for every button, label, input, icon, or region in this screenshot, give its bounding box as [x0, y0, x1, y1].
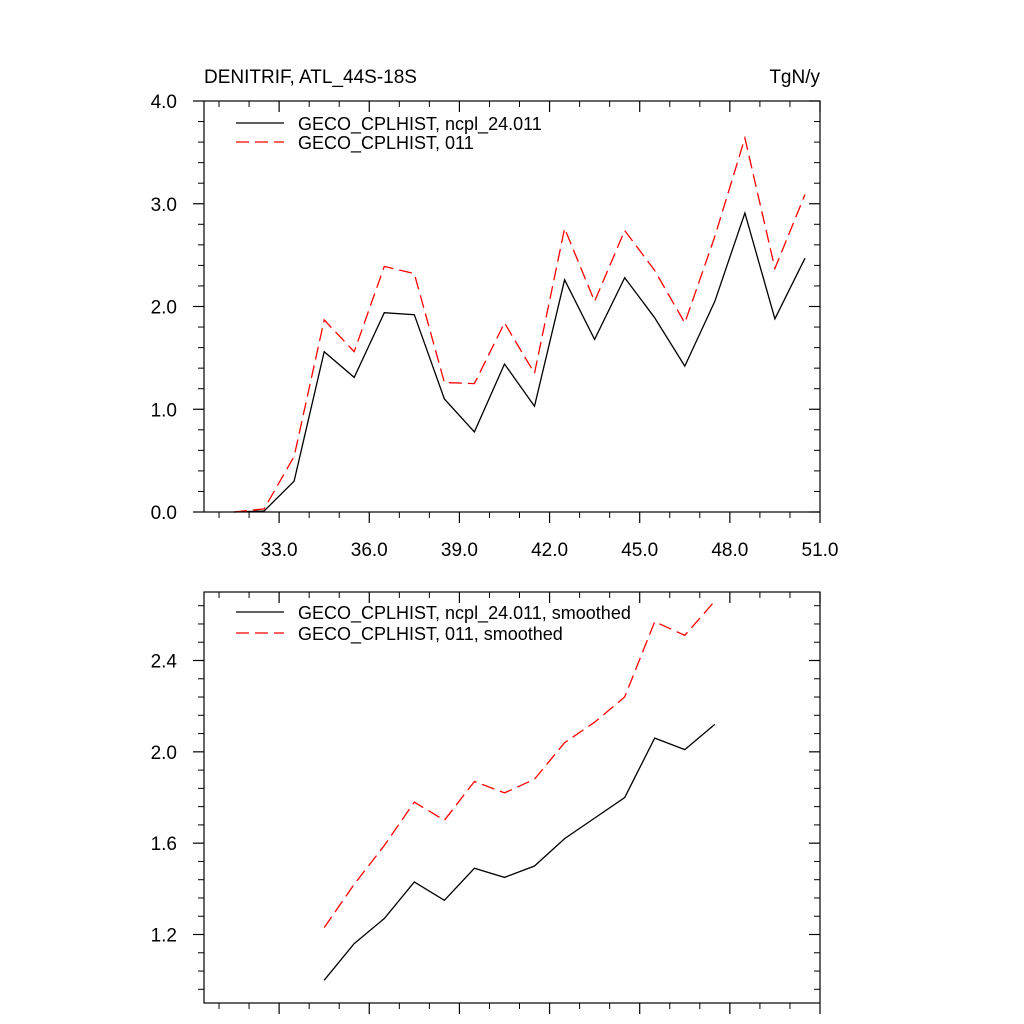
legend-label-2: GECO_CPLHIST, 011, smoothed — [298, 624, 563, 645]
series-line-2 — [233, 135, 806, 513]
units-label: TgN/y — [769, 67, 820, 88]
y-tick-label: 1.2 — [151, 926, 177, 947]
series-line-1 — [323, 723, 716, 981]
series-line-2 — [323, 600, 716, 928]
legend-label-2: GECO_CPLHIST, 011 — [298, 133, 474, 154]
x-tick-label: 36.0 — [351, 540, 388, 561]
plot-frame — [203, 100, 821, 513]
y-tick-label: 2.4 — [151, 652, 178, 673]
plot-frame — [203, 591, 821, 1004]
y-tick-label: 0.0 — [151, 503, 177, 524]
y-tick-label: 1.0 — [151, 400, 177, 421]
x-tick-label: 51.0 — [802, 540, 839, 561]
y-tick-label: 2.0 — [151, 298, 177, 319]
legend-label-1: GECO_CPLHIST, ncpl_24.011 — [298, 114, 542, 135]
y-tick-label: 4.0 — [151, 92, 177, 113]
y-tick-label: 1.6 — [151, 834, 177, 855]
x-tick-label: 42.0 — [531, 540, 568, 561]
bottom-panel: 1.2 1.6 2.0 2.4 GECO_CPLHIST, ncpl_24.011, s… — [151, 591, 821, 1014]
top-panel: DENITRIF, ATL_44S-18S TgN/y 33.0 36.0 39.0… — [151, 67, 839, 561]
legend-label-1: GECO_CPLHIST, ncpl_24.011, smoothed — [298, 603, 631, 624]
y-tick-label: 2.0 — [151, 743, 177, 764]
x-tick-label: 33.0 — [261, 540, 298, 561]
y-tick-label: 3.0 — [151, 195, 177, 216]
x-tick-label: 45.0 — [621, 540, 658, 561]
x-tick-label: 39.0 — [441, 540, 478, 561]
series-line-1 — [233, 210, 806, 513]
x-tick-label: 48.0 — [711, 540, 748, 561]
chart-title: DENITRIF, ATL_44S-18S — [204, 67, 417, 88]
